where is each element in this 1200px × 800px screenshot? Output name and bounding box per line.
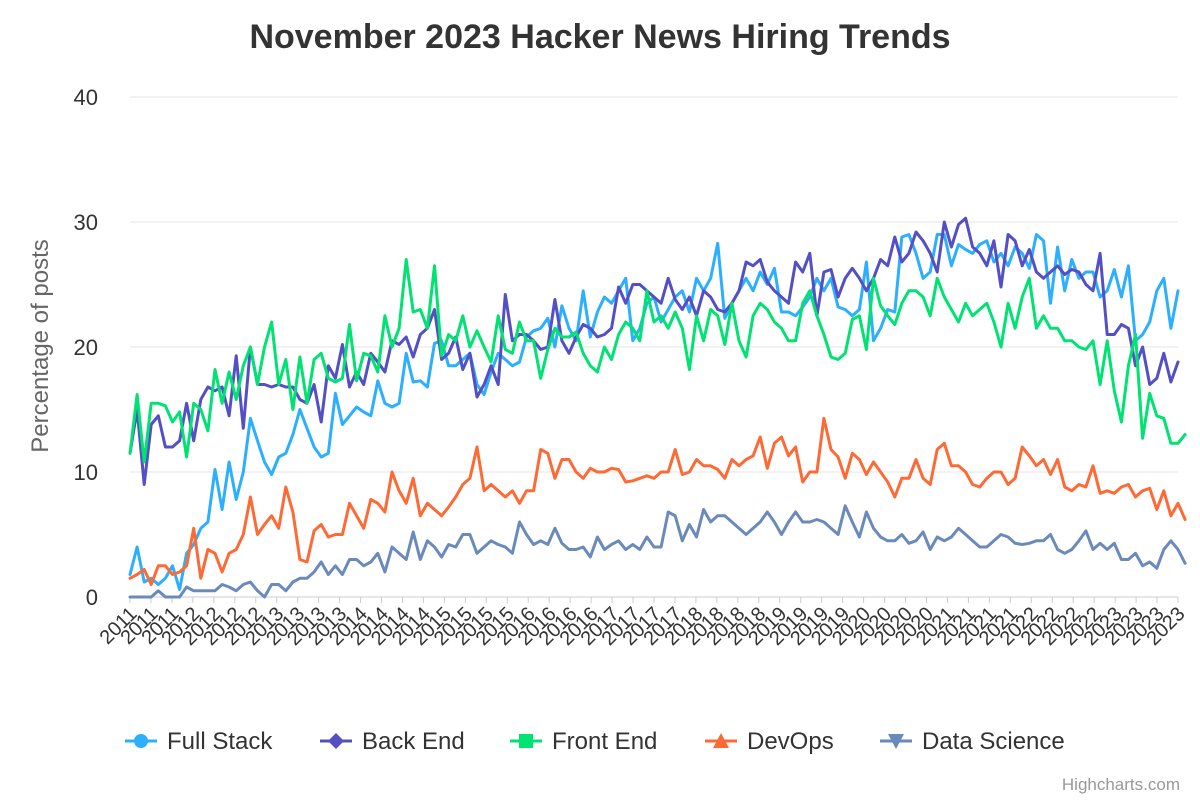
- legend-item-data-science[interactable]: Data Science: [880, 728, 1065, 755]
- gridlines: [130, 96, 1178, 598]
- credits-label[interactable]: Highcharts.com: [1062, 775, 1180, 794]
- legend: Full Stack Back End Front End DevOps Data Sc…: [125, 728, 1065, 755]
- legend-item-devops[interactable]: DevOps: [705, 728, 834, 755]
- y-tick-label: 20: [74, 335, 98, 360]
- chart-title: November 2023 Hacker News Hiring Trends: [249, 18, 950, 56]
- x-axis: 2011201120112012201220122012201320132013…: [96, 597, 1190, 650]
- legend-label: Front End: [552, 728, 657, 755]
- y-tick-label: 40: [74, 85, 98, 110]
- legend-marker-triangle-icon: [713, 733, 729, 748]
- y-tick-label: 30: [74, 210, 98, 235]
- legend-label: Data Science: [922, 728, 1065, 755]
- series-line-data-science[interactable]: [128, 504, 1187, 599]
- y-tick-label: 0: [86, 585, 98, 610]
- series-lines: [128, 216, 1187, 599]
- y-tick-label: 10: [74, 460, 98, 485]
- series-line-front-end[interactable]: [128, 258, 1187, 464]
- y-axis: 0 10 20 30 40: [74, 85, 98, 610]
- legend-label: Back End: [362, 728, 465, 755]
- y-axis-title: Percentage of posts: [27, 239, 54, 452]
- legend-marker-square-icon: [519, 734, 533, 748]
- legend-marker-diamond-icon: [328, 733, 344, 749]
- legend-label: DevOps: [747, 728, 834, 755]
- series-line-full-stack[interactable]: [128, 233, 1180, 591]
- series-line-back-end[interactable]: [128, 216, 1180, 486]
- series-line-devops[interactable]: [128, 416, 1187, 586]
- legend-marker-triangle-down-icon: [888, 734, 904, 749]
- legend-item-full-stack[interactable]: Full Stack: [125, 728, 273, 755]
- legend-marker-circle-icon: [134, 734, 148, 748]
- legend-label: Full Stack: [167, 728, 273, 755]
- legend-item-back-end[interactable]: Back End: [320, 728, 465, 755]
- legend-item-front-end[interactable]: Front End: [510, 728, 657, 755]
